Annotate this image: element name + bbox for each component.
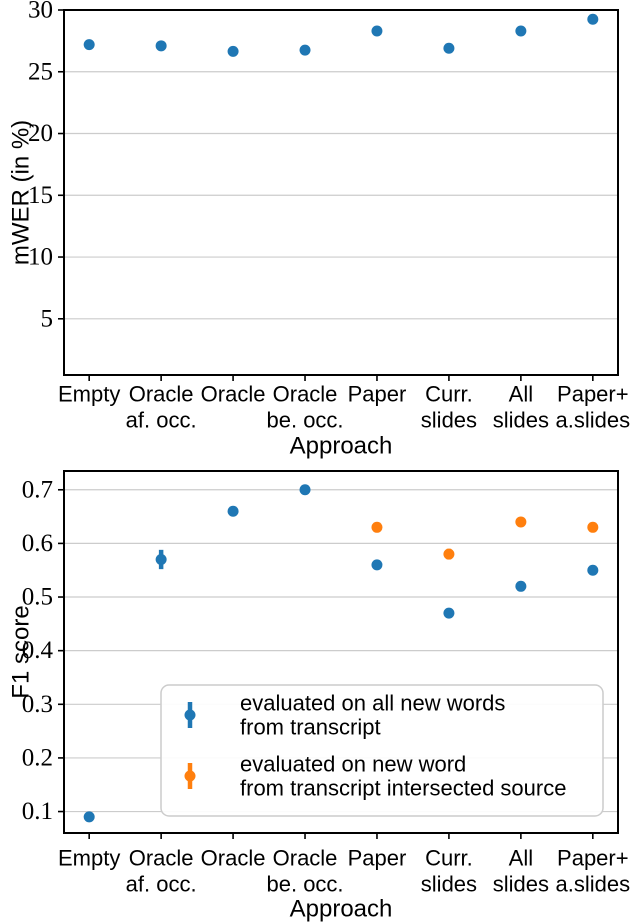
legend-label: from transcript intersected source xyxy=(240,776,566,801)
data-point xyxy=(227,505,239,517)
y-axis-title: mWER (in %) xyxy=(8,120,35,265)
y-tick-label: 25 xyxy=(28,58,53,85)
x-category-label: af. occ. xyxy=(126,872,197,897)
x-category-label: Empty xyxy=(58,846,120,871)
y-tick-label: 0.6 xyxy=(22,530,53,557)
x-category-label: All xyxy=(509,382,533,407)
axes-border xyxy=(63,9,619,376)
y-axis-title: F1 score xyxy=(8,605,35,698)
x-category-label: Oracle xyxy=(129,382,194,407)
y-tick-label: 0.1 xyxy=(22,798,53,825)
x-category-label: Paper+ xyxy=(557,846,629,871)
y-tick-label: 0.7 xyxy=(22,476,53,503)
data-point xyxy=(515,25,527,37)
legend-label: from transcript xyxy=(240,715,381,740)
y-tick-label: 15 xyxy=(28,182,53,209)
x-category-label: slides xyxy=(421,408,477,433)
data-point xyxy=(155,40,167,52)
data-point xyxy=(371,559,383,571)
x-category-label: All xyxy=(509,846,533,871)
x-category-label: Oracle xyxy=(273,846,338,871)
data-point xyxy=(227,45,239,57)
data-point xyxy=(443,42,455,54)
legend-point-marker xyxy=(184,770,196,782)
y-tick-label: 0.5 xyxy=(22,584,53,611)
data-point xyxy=(299,44,311,56)
x-category-label: Paper xyxy=(348,382,407,407)
x-category-label: slides xyxy=(421,872,477,897)
data-point xyxy=(371,25,383,37)
y-tick-label: 30 xyxy=(28,0,53,24)
data-point xyxy=(515,516,527,528)
x-category-label: af. occ. xyxy=(126,408,197,433)
legend-point-marker xyxy=(184,709,196,721)
x-category-label: slides xyxy=(493,872,549,897)
legend-label: evaluated on all new words xyxy=(240,691,505,716)
y-tick-label: 0.4 xyxy=(22,637,54,664)
data-point xyxy=(587,564,599,576)
x-axis-title: Approach xyxy=(290,433,393,460)
x-category-label: Paper+ xyxy=(557,382,629,407)
axes-border xyxy=(63,470,619,834)
x-category-label: be. occ. xyxy=(267,872,344,897)
data-point xyxy=(443,607,455,619)
data-point xyxy=(83,811,95,823)
x-category-label: be. occ. xyxy=(267,408,344,433)
x-axis-title: Approach xyxy=(290,896,393,923)
x-category-label: Oracle xyxy=(129,846,194,871)
data-point xyxy=(587,13,599,25)
x-category-label: Oracle xyxy=(273,382,338,407)
y-tick-label: 5 xyxy=(41,305,54,332)
x-category-label: Oracle xyxy=(201,382,266,407)
data-point xyxy=(299,484,311,496)
x-category-label: slides xyxy=(493,408,549,433)
y-tick-label: 0.3 xyxy=(22,691,53,718)
data-point xyxy=(371,521,383,533)
x-category-label: Oracle xyxy=(201,846,266,871)
data-point xyxy=(443,548,455,560)
data-point xyxy=(83,39,95,51)
x-category-label: Empty xyxy=(58,382,120,407)
x-category-label: Curr. xyxy=(425,846,473,871)
legend-label: evaluated on new word xyxy=(240,752,466,777)
legend-box xyxy=(160,684,604,817)
data-point xyxy=(155,553,167,565)
y-tick-label: 20 xyxy=(28,120,53,147)
data-point xyxy=(587,521,599,533)
x-category-label: a.slides xyxy=(556,872,631,897)
y-tick-label: 0.2 xyxy=(22,744,53,771)
data-point xyxy=(515,580,527,592)
y-tick-label: 10 xyxy=(28,244,53,271)
x-category-label: a.slides xyxy=(556,408,631,433)
x-category-label: Paper xyxy=(348,846,407,871)
x-category-label: Curr. xyxy=(425,382,473,407)
